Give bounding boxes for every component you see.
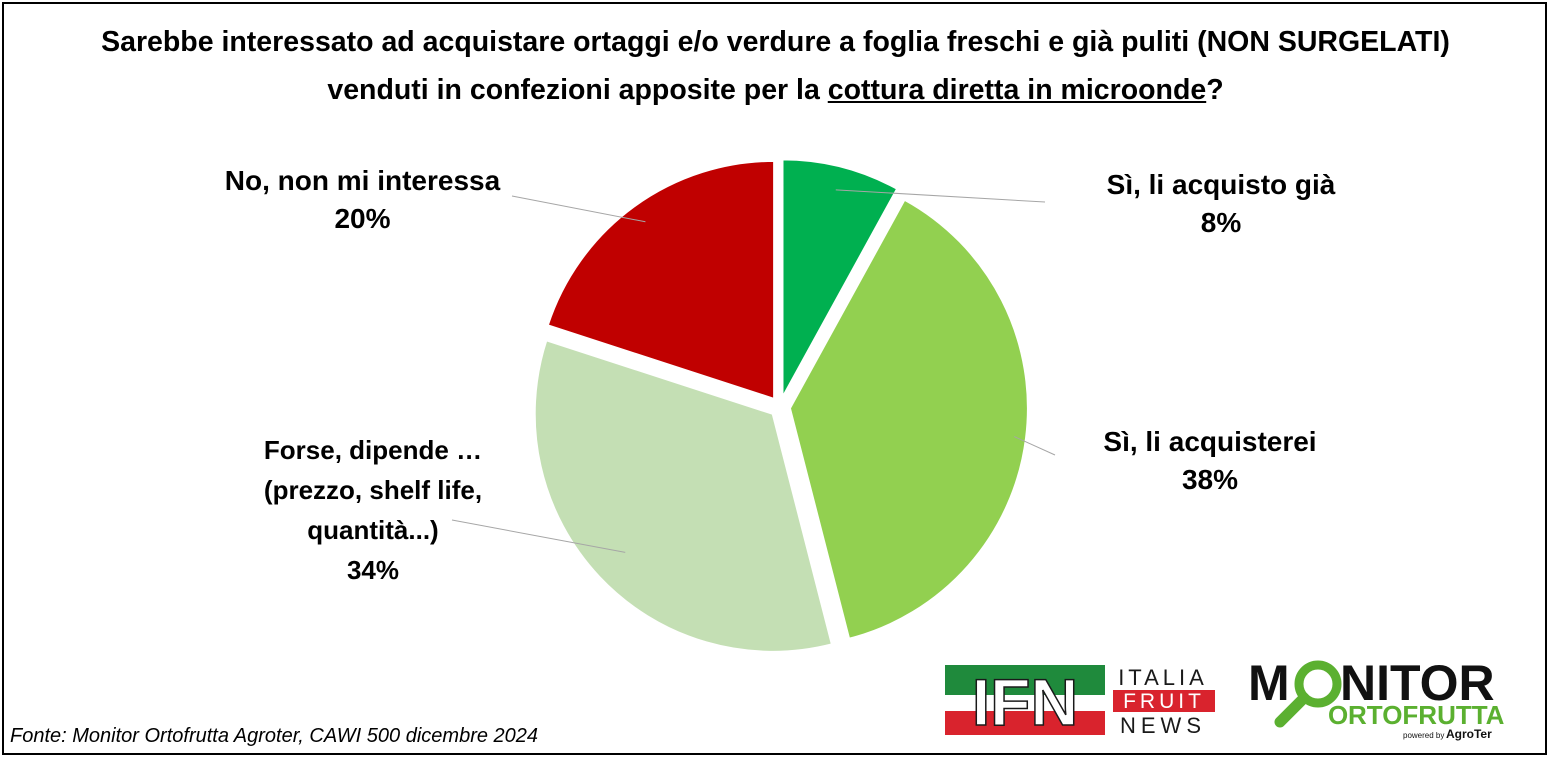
slice-label-no-interest: No, non mi interessa 20% [200,162,525,238]
pie-slices [533,158,1029,653]
magnifier-icon [1294,660,1342,708]
ortofrutta-o: O [1328,700,1348,730]
slice-value: 34% [346,555,400,585]
title-line-2-prefix: venduti in confezioni apposite per la [327,74,828,106]
slice-name-line-1: Forse, dipende … [263,435,483,465]
leader-lines [451,189,1056,553]
pie-slice-already-buy [781,158,899,398]
title-line-2-suffix: ? [1206,74,1224,106]
ifn-news: NEWS [1120,713,1206,735]
slice-label-maybe: Forse, dipende … (prezzo, shelf life, qu… [238,430,508,590]
slice-label-already-buy: Sì, li acquisto già 8% [1086,166,1356,242]
slice-label-would-buy: Sì, li acquisterei 38% [1080,423,1340,499]
leader-line [511,195,646,223]
powered-by: powered by [1403,731,1444,740]
monitor-m: M [1248,656,1290,711]
slice-value: 8% [1200,207,1242,238]
monitor-ortofrutta-logo: M NITOR O RTOFRUTTA powered by AgroTer [1248,656,1505,741]
ortofrutta-rest: RTOFRUTTA [1348,700,1505,730]
ifn-mark: IFN [972,665,1078,735]
pie-slice-would-buy [788,198,1029,640]
title-line-1: Sarebbe interessato ad acquistare ortagg… [101,26,1450,58]
ifn-fruit: FRUIT [1123,690,1205,713]
italia-fruit-news-logo: IFN ITALIA FRUIT NEWS [945,665,1215,735]
title-underlined-phrase: cottura diretta in microonde [827,74,1207,106]
slice-name: Sì, li acquisto già [1106,169,1336,200]
pie-slice-no-interest [546,159,776,401]
slice-name-line-2: (prezzo, shelf life, [263,475,483,505]
pie-slice-maybe [533,339,834,653]
slice-value: 20% [334,203,391,234]
ifn-italia: ITALIA [1118,665,1208,690]
slice-name-line-3: quantità...) [307,515,439,545]
chart-title: Sarebbe interessato ad acquistare ortagg… [0,18,1551,114]
agroter-brand: AgroTer [1446,727,1492,741]
slice-name: No, non mi interessa [224,165,501,196]
leader-line [451,519,626,553]
leader-line [835,189,1046,203]
title-line-2: venduti in confezioni apposite per la co… [0,66,1551,114]
source-note: Fonte: Monitor Ortofrutta Agroter, CAWI … [10,725,539,747]
slice-name: Sì, li acquisterei [1103,426,1317,457]
slice-value: 38% [1181,464,1239,495]
monitor-rest: NITOR [1340,656,1495,711]
leader-line [1014,436,1056,456]
